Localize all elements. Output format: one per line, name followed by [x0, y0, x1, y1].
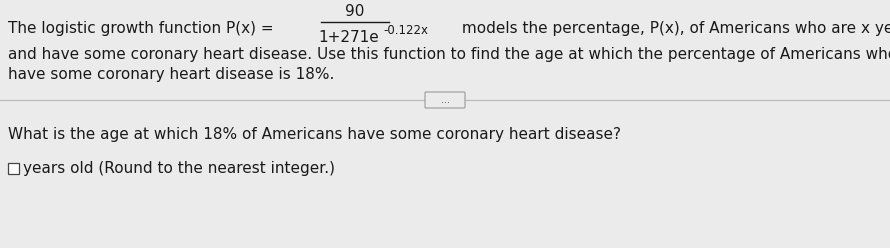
Text: -0.122x: -0.122x	[383, 25, 428, 37]
Text: and have some coronary heart disease. Use this function to find the age at which: and have some coronary heart disease. Us…	[8, 48, 890, 62]
Text: years old (Round to the nearest integer.): years old (Round to the nearest integer.…	[23, 160, 335, 176]
Text: 1+271e: 1+271e	[319, 30, 379, 44]
Text: have some coronary heart disease is 18%.: have some coronary heart disease is 18%.	[8, 66, 335, 82]
FancyBboxPatch shape	[425, 92, 465, 108]
Text: 90: 90	[345, 4, 365, 20]
Bar	[8, 162, 19, 174]
Text: ...: ...	[441, 95, 449, 105]
Text: models the percentage, P(x), of Americans who are x years old: models the percentage, P(x), of American…	[457, 21, 890, 35]
Text: The logistic growth function P(x) =: The logistic growth function P(x) =	[8, 21, 279, 35]
Text: What is the age at which 18% of Americans have some coronary heart disease?: What is the age at which 18% of American…	[8, 127, 621, 143]
